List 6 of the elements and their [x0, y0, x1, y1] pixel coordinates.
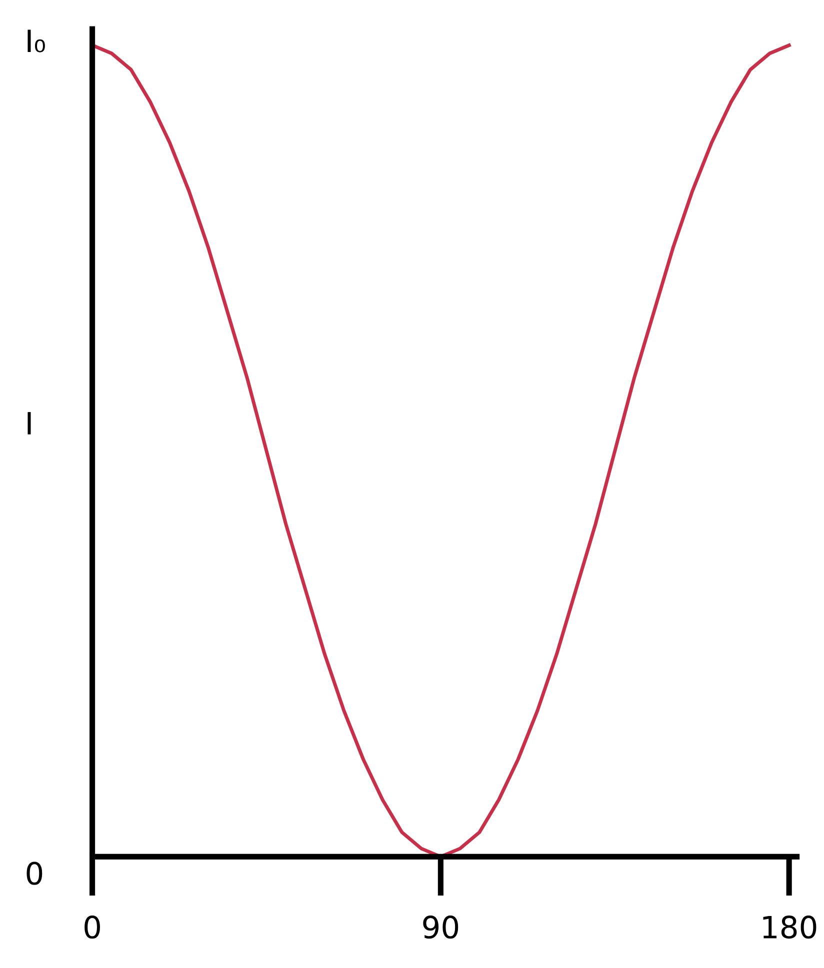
x-tick-label: 0: [84, 916, 100, 939]
x-tick-label: 180: [763, 916, 816, 939]
text: I₀: [28, 30, 45, 52]
x-tick-label: 90: [423, 916, 458, 939]
text: I: [28, 412, 31, 434]
text: 0: [26, 862, 42, 885]
